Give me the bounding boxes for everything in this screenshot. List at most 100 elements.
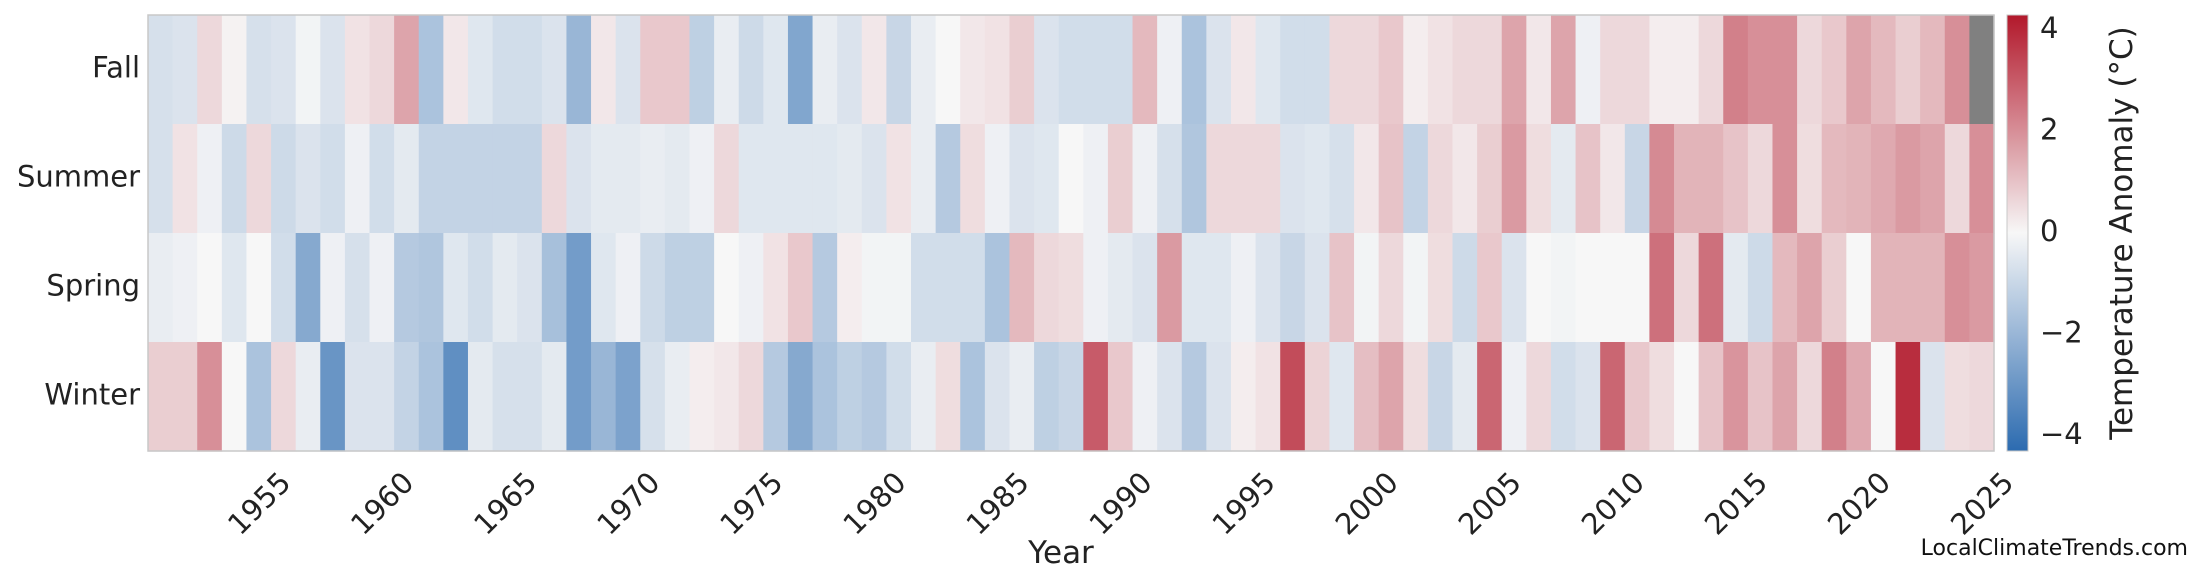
heatmap-cell-winter-2016: [1772, 342, 1798, 452]
heatmap-cell-summer-1955: [271, 124, 297, 234]
heatmap-cell-winter-1961: [418, 342, 444, 452]
heatmap-cell-winter-1959: [369, 342, 395, 452]
heatmap-cell-fall-2005: [1501, 15, 1527, 125]
heatmap-cell-summer-2012: [1674, 124, 1700, 234]
heatmap-cell-winter-1960: [394, 342, 420, 452]
heatmap-cell-spring-2001: [1403, 233, 1429, 343]
heatmap-cell-fall-1978: [837, 15, 863, 125]
heatmap-cell-summer-2011: [1649, 124, 1675, 234]
heatmap-cell-fall-1956: [295, 15, 321, 125]
heatmap-cell-summer-1951: [172, 124, 198, 234]
heatmap-cell-winter-1986: [1034, 342, 1060, 452]
row-label-spring: Spring: [46, 269, 140, 303]
heatmap-cell-spring-1996: [1280, 233, 1306, 343]
heatmap-cell-spring-2005: [1501, 233, 1527, 343]
heatmap-cell-spring-1965: [517, 233, 543, 343]
heatmap-cell-summer-2001: [1403, 124, 1429, 234]
heatmap-cell-spring-1962: [443, 233, 469, 343]
heatmap-cell-fall-2010: [1624, 15, 1651, 125]
heatmap-cell-spring-2011: [1649, 233, 1675, 343]
heatmap-cell-summer-1984: [984, 124, 1011, 234]
heatmap-cell-winter-1957: [320, 342, 346, 452]
heatmap-cell-fall-2000: [1378, 15, 1404, 125]
heatmap-cell-fall-2023: [1944, 15, 1970, 125]
colorbar-tick--4: −4: [2040, 417, 2083, 451]
heatmap-cell-fall-1975: [763, 15, 789, 125]
heatmap-cell-fall-2003: [1452, 15, 1478, 125]
x-tick-label-1975: 1975: [713, 465, 789, 541]
heatmap-cell-spring-2015: [1747, 233, 1774, 343]
heatmap-cell-spring-2008: [1575, 233, 1601, 343]
heatmap-cell-spring-1958: [344, 233, 371, 343]
heatmap-cell-spring-2003: [1452, 233, 1478, 343]
heatmap-cell-spring-2007: [1550, 233, 1577, 343]
heatmap-cell-fall-2018: [1821, 15, 1847, 125]
heatmap-cell-fall-1973: [714, 15, 740, 125]
heatmap-cell-winter-1971: [664, 342, 691, 452]
heatmap-cell-winter-1974: [738, 342, 764, 452]
heatmap-cell-spring-2019: [1846, 233, 1872, 343]
heatmap-cell-winter-2005: [1501, 342, 1527, 452]
heatmap-cell-summer-2020: [1870, 124, 1897, 234]
heatmap-cell-fall-1965: [517, 15, 543, 125]
heatmap-cell-spring-2010: [1624, 233, 1651, 343]
heatmap-cell-spring-1998: [1329, 233, 1355, 343]
heatmap-cell-fall-1990: [1132, 15, 1158, 125]
heatmap-cell-summer-1965: [517, 124, 543, 234]
heatmap-cell-winter-2013: [1698, 342, 1724, 452]
heatmap-cell-spring-1979: [861, 233, 887, 343]
heatmap-cell-summer-2009: [1600, 124, 1626, 234]
heatmap-cell-summer-1991: [1157, 124, 1183, 234]
heatmap-cell-fall-1984: [984, 15, 1011, 125]
heatmap-cell-fall-1989: [1107, 15, 1134, 125]
heatmap-cell-summer-2016: [1772, 124, 1798, 234]
heatmap-cell-winter-1978: [837, 342, 863, 452]
heatmap-cell-spring-1966: [541, 233, 568, 343]
heatmap-cells: [148, 15, 1995, 452]
heatmap-cell-winter-2009: [1600, 342, 1626, 452]
colorbar-tick-0: 0: [2040, 214, 2058, 248]
heatmap-cell-summer-1971: [664, 124, 691, 234]
heatmap-cell-winter-1997: [1304, 342, 1331, 452]
heatmap-cell-summer-1972: [689, 124, 715, 234]
heatmap-cell-summer-2017: [1797, 124, 1823, 234]
heatmap-cell-fall-1986: [1034, 15, 1060, 125]
heatmap-cell-summer-2006: [1526, 124, 1552, 234]
row-label-winter: Winter: [44, 378, 140, 412]
heatmap-cell-winter-1989: [1107, 342, 1134, 452]
heatmap-cell-summer-1953: [221, 124, 248, 234]
heatmap-cell-fall-1988: [1083, 15, 1109, 125]
heatmap-cell-fall-1957: [320, 15, 346, 125]
colorbar-tick-2: 2: [2040, 113, 2058, 147]
x-tick-label-2015: 2015: [1698, 465, 1774, 541]
heatmap-cell-fall-1972: [689, 15, 715, 125]
heatmap-cell-fall-1980: [886, 15, 912, 125]
colorbar-tick--2: −2: [2040, 315, 2083, 349]
heatmap-cell-spring-1987: [1058, 233, 1084, 343]
heatmap-cell-winter-1979: [861, 342, 887, 452]
heatmap-cell-fall-2014: [1723, 15, 1749, 125]
heatmap-cell-summer-2021: [1895, 124, 1921, 234]
heatmap-cell-fall-1955: [271, 15, 297, 125]
heatmap-cell-winter-2002: [1427, 342, 1454, 452]
heatmap-cell-winter-1977: [812, 342, 838, 452]
heatmap-cell-spring-1951: [172, 233, 198, 343]
heatmap-cell-spring-1994: [1230, 233, 1257, 343]
heatmap-cell-fall-1991: [1157, 15, 1183, 125]
heatmap-cell-winter-1964: [492, 342, 518, 452]
heatmap-cell-winter-1976: [787, 342, 814, 452]
x-tick-label-2025: 2025: [1944, 465, 2020, 541]
heatmap-cell-fall-1963: [467, 15, 494, 125]
heatmap-cell-summer-1986: [1034, 124, 1060, 234]
heatmap-cell-winter-1981: [911, 342, 937, 452]
heatmap-cell-summer-1978: [837, 124, 863, 234]
heatmap-cell-fall-1985: [1009, 15, 1035, 125]
heatmap-cell-spring-1955: [271, 233, 297, 343]
heatmap-cell-fall-1977: [812, 15, 838, 125]
heatmap-cell-fall-2012: [1674, 15, 1700, 125]
heatmap-cell-spring-2002: [1427, 233, 1454, 343]
heatmap-cell-spring-1983: [960, 233, 986, 343]
heatmap-cell-winter-2001: [1403, 342, 1429, 452]
heatmap-cell-summer-2002: [1427, 124, 1454, 234]
